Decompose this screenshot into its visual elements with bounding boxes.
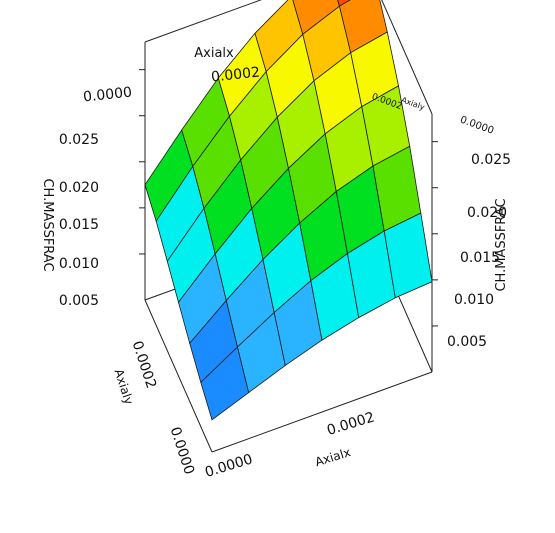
axis-edge-7 — [144, 0, 262, 43]
y-tick-left-1: 0.0002 — [129, 339, 159, 391]
axis-edge-1 — [144, 299, 213, 453]
tick-marks — [139, 69, 438, 327]
z-axis-label-right: CH.MASSFRAC — [494, 198, 509, 291]
z-tick-left-3: 0.020 — [59, 180, 99, 196]
z-tick-left-0: 0.005 — [59, 293, 99, 309]
z-tick-right-1: 0.010 — [454, 292, 494, 308]
tick-labels: 0.0000 0.0002 0.0000 0.0002 0.0000 0.000… — [59, 65, 511, 481]
y-tick-left-0: 0.0000 — [167, 425, 197, 477]
z-tick-right-0: 0.005 — [447, 334, 487, 350]
y-axis-label-top-right: Axialy — [400, 95, 426, 112]
z-tick-left-2: 0.015 — [59, 217, 99, 233]
surface-mesh — [144, 0, 433, 421]
z-axis-label-left: CH.MASSFRAC — [40, 178, 55, 271]
surface-cell-5-0 — [383, 212, 433, 299]
x-axis-label-bottom: Axialx — [313, 445, 352, 469]
x-axis-label-top: Axialx — [194, 46, 234, 61]
axis-edge-0 — [211, 371, 433, 453]
axis-edge-8 — [381, 0, 433, 115]
z-tick-left-1: 0.010 — [59, 256, 99, 272]
z-tick-left-4: 0.025 — [59, 132, 99, 148]
y-tick-top-right-0: 0.0000 — [459, 114, 496, 136]
x-tick-bottom-1: 0.0002 — [325, 409, 377, 439]
x-tick-top-0: 0.0000 — [82, 85, 132, 106]
y-axis-label-left: Axialy — [112, 367, 137, 406]
x-tick-bottom-0: 0.0000 — [203, 451, 255, 481]
z-tick-right-3: 0.020 — [467, 205, 507, 221]
z-tick-right-2: 0.015 — [460, 250, 500, 266]
x-tick-top-1: 0.0002 — [210, 65, 260, 86]
z-tick-right-4: 0.025 — [471, 152, 511, 168]
